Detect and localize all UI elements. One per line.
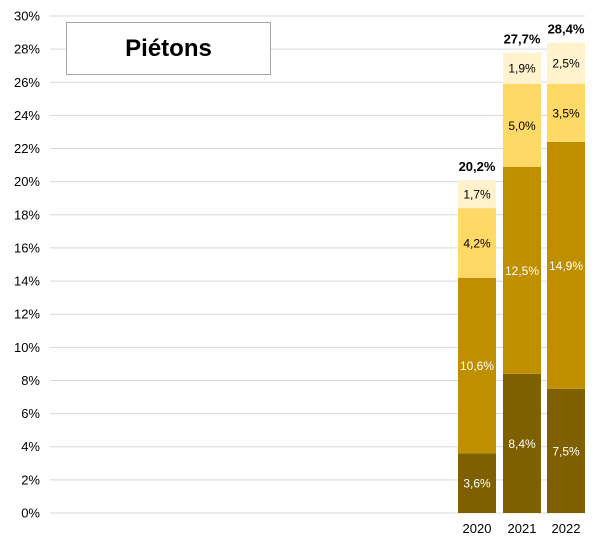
- data-label: 10,6%: [460, 359, 494, 373]
- bar-segment: [547, 42, 585, 84]
- bar-segment: [503, 373, 541, 513]
- y-tick-label: 6%: [21, 406, 40, 421]
- y-tick-label: 20%: [14, 174, 40, 189]
- y-tick-label: 16%: [14, 240, 40, 255]
- y-tick-label: 14%: [14, 274, 40, 289]
- total-label: 27,7%: [504, 31, 541, 46]
- data-label: 8,4%: [508, 437, 536, 451]
- total-label: 28,4%: [548, 22, 585, 37]
- bar-segment: [458, 277, 496, 454]
- data-label: 12,5%: [505, 264, 539, 278]
- y-tick-label: 22%: [14, 141, 40, 156]
- data-label: 4,2%: [463, 236, 491, 250]
- bar-segment: [503, 52, 541, 84]
- data-label: 1,9%: [508, 62, 536, 76]
- chart-title: Piétons: [66, 22, 271, 75]
- bar-segment: [458, 180, 496, 209]
- bar-segment: [458, 453, 496, 513]
- bar-segment: [547, 388, 585, 513]
- y-tick-label: 28%: [14, 42, 40, 57]
- y-tick-label: 2%: [21, 472, 40, 487]
- y-tick-label: 30%: [14, 9, 40, 24]
- bar-segment: [503, 166, 541, 374]
- total-label: 20,2%: [459, 159, 496, 174]
- x-tick-label: 2020: [463, 521, 492, 536]
- y-tick-label: 10%: [14, 340, 40, 355]
- data-label: 7,5%: [552, 444, 580, 458]
- x-tick-label: 2021: [508, 521, 537, 536]
- x-tick-label: 2022: [552, 521, 581, 536]
- bar-segment: [547, 83, 585, 142]
- bar-segment: [458, 208, 496, 278]
- y-tick-label: 24%: [14, 108, 40, 123]
- data-label: 3,5%: [552, 106, 580, 120]
- y-tick-label: 26%: [14, 75, 40, 90]
- y-tick-label: 4%: [21, 439, 40, 454]
- bar-segment: [547, 141, 585, 389]
- y-tick-label: 0%: [21, 506, 40, 521]
- bar-segment: [503, 83, 541, 167]
- data-label: 3,6%: [463, 477, 491, 491]
- data-label: 2,5%: [552, 57, 580, 71]
- y-tick-label: 18%: [14, 207, 40, 222]
- data-label: 14,9%: [549, 259, 583, 273]
- data-label: 1,7%: [463, 188, 491, 202]
- y-tick-label: 12%: [14, 307, 40, 322]
- y-tick-label: 8%: [21, 373, 40, 388]
- data-label: 5,0%: [508, 119, 536, 133]
